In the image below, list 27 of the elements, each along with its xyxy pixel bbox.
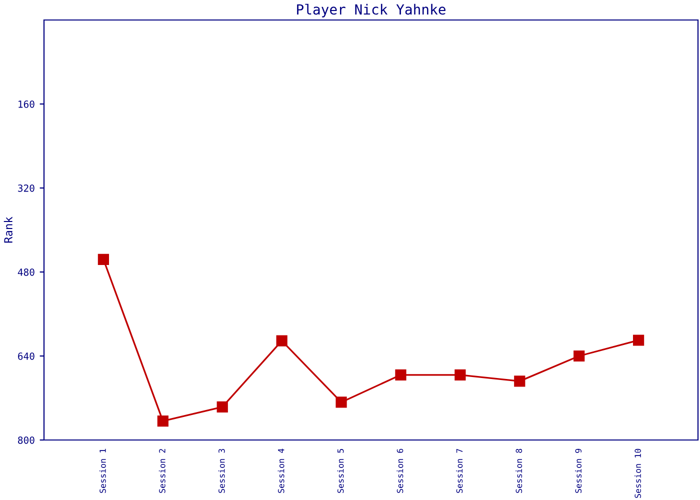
point bbox=[98, 254, 110, 265]
x-tick-label: Session 3 bbox=[218, 448, 225, 493]
y-tick-label: 480 bbox=[18, 268, 34, 276]
point bbox=[157, 416, 168, 427]
x-tick-label: Session 8 bbox=[516, 448, 522, 493]
x-tick-label: Session 5 bbox=[337, 449, 344, 493]
point bbox=[216, 401, 228, 412]
point bbox=[574, 350, 585, 362]
x-tick-label: Session 2 bbox=[158, 449, 166, 493]
point bbox=[514, 376, 526, 387]
y-tick-label: 640 bbox=[18, 352, 34, 360]
x-tick-label: Session 9 bbox=[575, 448, 582, 493]
x-tick-label: Session 1 bbox=[99, 448, 106, 493]
y-tick-label: 160 bbox=[18, 100, 34, 108]
x-tick-label: Session 6 bbox=[396, 448, 404, 493]
point bbox=[276, 335, 288, 346]
x-tick-label: Session 4 bbox=[278, 448, 284, 493]
y-axis-title: Rank bbox=[4, 216, 12, 243]
point bbox=[336, 396, 347, 408]
chart-title: Player Nick Yahnke bbox=[297, 4, 446, 18]
point bbox=[632, 334, 644, 346]
x-tick-label: Session 10 bbox=[634, 448, 641, 498]
y-tick-label: 800 bbox=[18, 436, 34, 444]
x-tick-label: Session 7 bbox=[456, 448, 463, 493]
y-tick-label: 320 bbox=[18, 184, 34, 192]
point bbox=[454, 369, 466, 380]
point bbox=[395, 369, 406, 380]
